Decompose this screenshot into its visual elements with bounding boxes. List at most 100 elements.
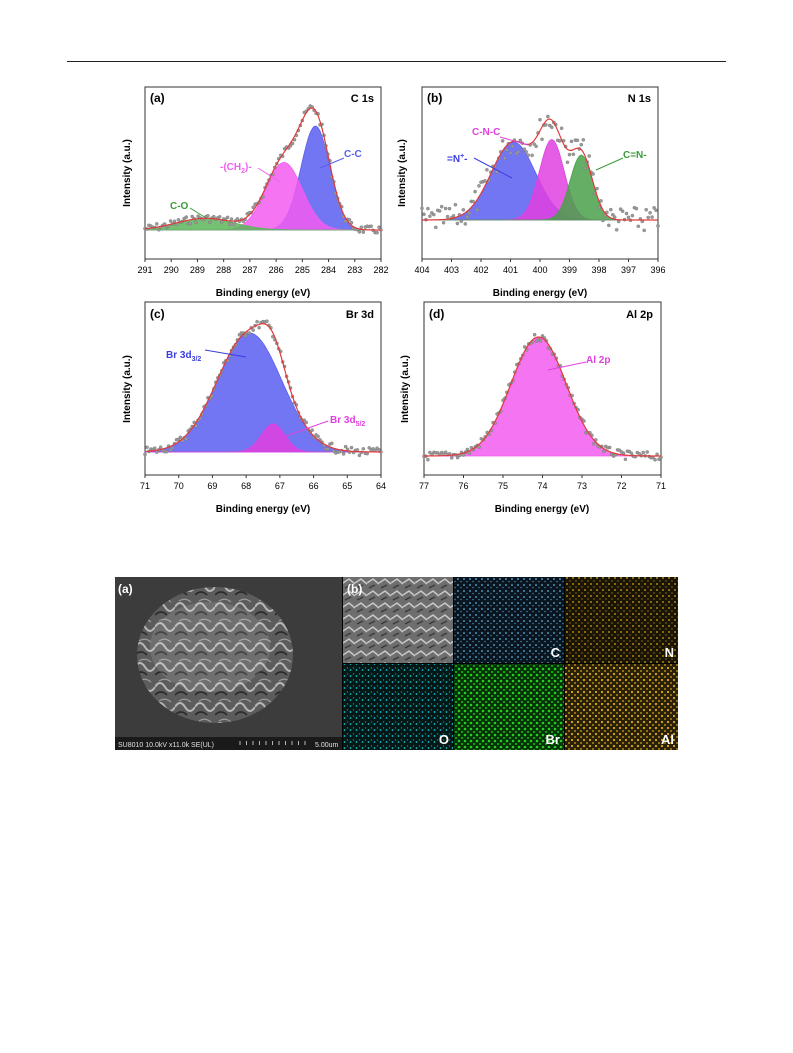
sem-micrograph: SU8010 10.0kV x11.0k SE(UL) 5.00um (a): [115, 577, 342, 750]
data-point: [330, 441, 334, 446]
data-point: [426, 206, 430, 211]
data-point: [623, 457, 628, 462]
data-point: [459, 219, 464, 224]
x-tick-label: 287: [242, 265, 257, 275]
x-tick-label: 396: [650, 265, 665, 275]
data-point: [654, 208, 658, 213]
data-point: [465, 215, 469, 219]
data-point: [636, 224, 641, 229]
x-tick-label: 283: [347, 265, 362, 275]
data-point: [624, 211, 629, 216]
x-tick-label: 71: [140, 481, 150, 491]
sem-figure-svg: SU8010 10.0kV x11.0k SE(UL) 5.00um (a) (…: [115, 577, 678, 750]
plot-frame: [144, 301, 382, 476]
annotation-cc: C-C: [344, 149, 362, 160]
data-point: [265, 319, 269, 323]
data-point: [461, 208, 466, 212]
sem-particle-highlight: [150, 602, 270, 692]
annotation-br32: Br 3d3/2: [166, 350, 201, 363]
data-point: [145, 445, 149, 450]
data-point: [597, 205, 601, 210]
data-point: [326, 447, 330, 451]
data-point: [361, 447, 366, 451]
data-point: [158, 445, 163, 449]
eds-label-al: Al: [661, 732, 674, 747]
data-point: [164, 449, 169, 454]
x-axis-label: Binding energy (eV): [495, 504, 589, 515]
data-point: [634, 206, 639, 211]
fit-envelope-d: [424, 336, 661, 457]
data-point: [538, 117, 542, 122]
x-tick-label: 397: [621, 265, 636, 275]
data-point: [614, 228, 619, 232]
data-point: [257, 325, 261, 330]
scale-bar-label: 5.00um: [315, 742, 339, 749]
data-point: [546, 114, 550, 119]
data-point: [443, 450, 448, 454]
x-tick-label: 77: [419, 481, 429, 491]
data-point: [194, 220, 198, 225]
data-point: [361, 230, 366, 234]
data-point: [426, 457, 430, 462]
x-tick-label: 404: [414, 265, 429, 275]
data-point: [645, 450, 649, 454]
data-point: [451, 214, 456, 218]
data-point: [605, 210, 609, 215]
x-tick-label: 73: [577, 481, 587, 491]
data-point: [229, 217, 234, 221]
data-point: [243, 334, 248, 338]
data-point: [369, 224, 373, 228]
data-point: [443, 206, 448, 211]
data-point: [445, 214, 450, 219]
data-point: [544, 123, 548, 127]
data-point: [176, 218, 181, 222]
data-point: [208, 220, 212, 224]
panel-label-b: (b): [347, 582, 362, 596]
data-point: [178, 435, 183, 440]
data-point: [518, 138, 523, 143]
data-point: [217, 215, 222, 219]
data-point: [473, 189, 477, 194]
data-point: [500, 139, 505, 143]
panel-element: C 1s: [351, 93, 374, 105]
x-tick-label: 76: [458, 481, 468, 491]
page-header-rule: [67, 61, 726, 62]
data-point: [609, 207, 613, 212]
xps-panel-b: 404 403 402 401 400 399 398 397 396 (b) N 1s Bin…: [397, 86, 666, 299]
data-point: [532, 142, 536, 146]
sem-info-text: SU8010 10.0kV x11.0k SE(UL): [118, 742, 214, 749]
annotation-ch2: -(CH2)-: [220, 162, 252, 175]
data-point: [601, 449, 606, 454]
x-tick-label: 284: [321, 265, 336, 275]
eds-label-c: C: [551, 645, 561, 660]
data-point: [255, 319, 259, 324]
fit-envelope-c: [144, 323, 381, 453]
x-tick-label: 68: [241, 481, 251, 491]
y-axis-label: Intensity (a.u.): [397, 139, 408, 207]
arrow-ch2: [257, 167, 281, 183]
data-point: [467, 211, 471, 215]
data-point: [455, 455, 460, 460]
data-point: [524, 150, 528, 154]
arrow-nplus: [473, 157, 513, 179]
data-point: [557, 139, 562, 143]
data-point: [642, 228, 646, 233]
data-point: [377, 225, 381, 229]
data-point: [483, 179, 487, 183]
y-axis-label: Intensity (a.u.): [122, 355, 133, 423]
data-point: [504, 148, 509, 152]
data-point: [477, 445, 482, 449]
data-point: [485, 168, 489, 172]
arrow-cc: [319, 157, 345, 169]
data-point: [170, 446, 175, 450]
data-point: [502, 156, 507, 161]
data-point: [644, 207, 648, 212]
x-tick-label: 67: [275, 481, 285, 491]
data-point: [176, 437, 181, 442]
data-point: [153, 446, 157, 450]
data-point: [592, 441, 596, 446]
arrow-br32: [204, 349, 247, 358]
data-point: [579, 142, 584, 147]
data-point: [652, 206, 656, 210]
data-point: [219, 220, 224, 224]
